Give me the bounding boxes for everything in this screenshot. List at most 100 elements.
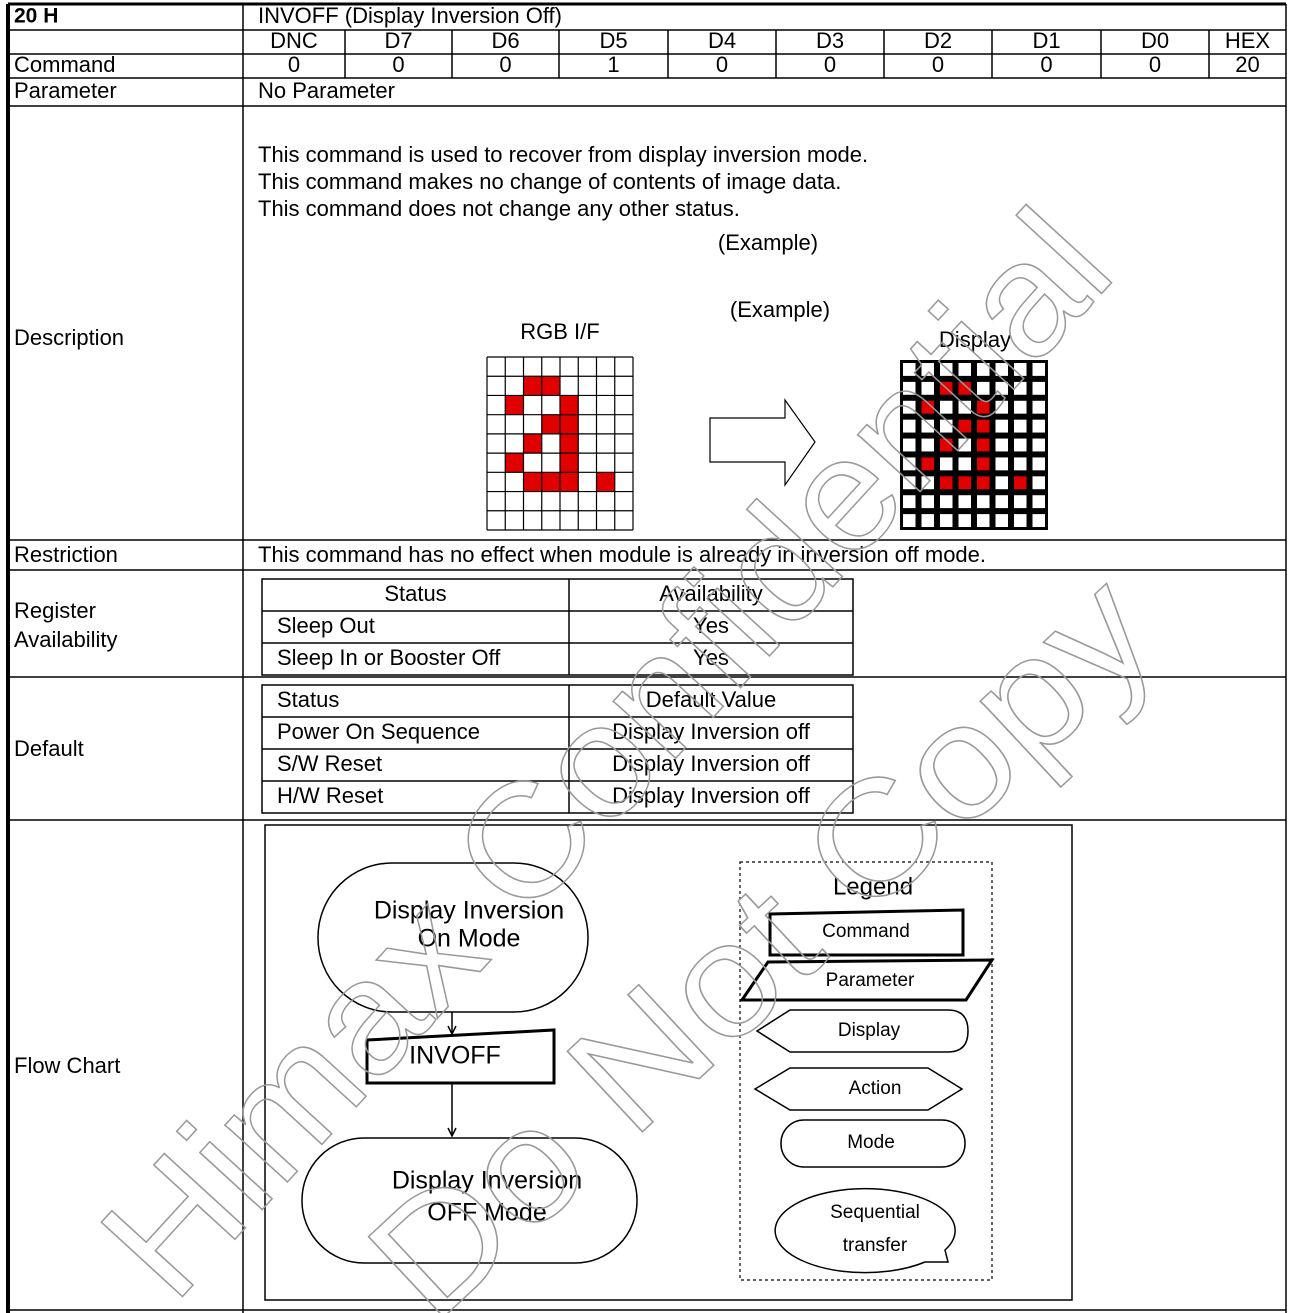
bit-value: 0 bbox=[392, 52, 404, 77]
display-pixel bbox=[940, 419, 953, 433]
display-pixel bbox=[958, 514, 971, 527]
display-pixel bbox=[977, 476, 990, 490]
inner-header: Default Value bbox=[646, 687, 776, 712]
node-text: OFF Mode bbox=[427, 1199, 546, 1227]
legend-item: Parameter bbox=[826, 970, 915, 991]
display-pixel bbox=[1032, 457, 1045, 471]
display-pixel bbox=[921, 457, 934, 471]
display-pixel bbox=[1032, 419, 1045, 433]
display-pixel bbox=[940, 381, 953, 395]
display-pixel bbox=[1032, 514, 1045, 527]
bit-header: D1 bbox=[1032, 28, 1060, 53]
display-pixel bbox=[977, 381, 990, 395]
arrow bbox=[709, 398, 816, 487]
legend-sequential bbox=[774, 1187, 956, 1274]
inner-cell: Power On Sequence bbox=[277, 719, 480, 744]
pixel bbox=[523, 472, 542, 492]
display-pixel bbox=[1014, 381, 1027, 395]
target-label: Display bbox=[939, 327, 1011, 352]
bit-value: 0 bbox=[932, 52, 944, 77]
bit-value: 0 bbox=[288, 52, 300, 77]
row-label: Description bbox=[14, 325, 124, 350]
display-pixel bbox=[995, 381, 1008, 395]
display-pixel bbox=[1014, 495, 1027, 509]
display-pixel bbox=[958, 419, 971, 433]
legend-item: Action bbox=[849, 1078, 902, 1099]
example-label: (Example) bbox=[718, 230, 818, 255]
source-label: RGB I/F bbox=[520, 319, 599, 344]
inner-header: Status bbox=[384, 581, 446, 606]
bit-value: 0 bbox=[1040, 52, 1052, 77]
display-pixel bbox=[977, 363, 990, 376]
display-pixel bbox=[995, 457, 1008, 471]
legend-action bbox=[753, 1067, 964, 1111]
pixel bbox=[523, 433, 542, 454]
description-line: This command makes no change of contents… bbox=[258, 169, 841, 194]
display-pixel bbox=[958, 400, 971, 414]
row-label: Command bbox=[14, 52, 115, 77]
pixel bbox=[541, 376, 560, 396]
legend-mode bbox=[780, 1119, 966, 1168]
bit-value: 0 bbox=[499, 52, 511, 77]
display-pixel bbox=[1014, 514, 1027, 527]
legend-item: Command bbox=[822, 921, 910, 942]
display-pixel bbox=[1014, 476, 1027, 490]
display-pixel bbox=[958, 381, 971, 395]
bit-value: 20 bbox=[1235, 52, 1259, 77]
pixel bbox=[596, 472, 615, 492]
inner-cell: Sleep Out bbox=[277, 613, 375, 638]
pixel bbox=[505, 453, 524, 473]
display-pixel bbox=[940, 514, 953, 527]
arrow-head bbox=[447, 1127, 457, 1138]
bit-value: 0 bbox=[716, 52, 728, 77]
inner-cell: Sleep In or Booster Off bbox=[277, 645, 501, 670]
display-pixel bbox=[1032, 363, 1045, 376]
bit-header: D0 bbox=[1141, 28, 1169, 53]
display-pixel bbox=[958, 438, 971, 452]
display-pixel bbox=[1014, 400, 1027, 414]
display-pixel bbox=[1032, 438, 1045, 452]
legend-item: transfer bbox=[843, 1235, 908, 1256]
row-label: Flow Chart bbox=[14, 1053, 120, 1078]
bit-header: HEX bbox=[1225, 28, 1271, 53]
inner-header: Availability bbox=[659, 581, 763, 606]
inner-cell: H/W Reset bbox=[277, 783, 383, 808]
display-pixel bbox=[903, 363, 916, 376]
display-pixel bbox=[977, 419, 990, 433]
legend-item: Sequential bbox=[830, 1202, 920, 1223]
pixel bbox=[560, 453, 579, 473]
parameter-text: No Parameter bbox=[258, 78, 395, 103]
legend-parameter bbox=[739, 958, 995, 1002]
display-pixel bbox=[995, 476, 1008, 490]
display-pixel bbox=[903, 514, 916, 527]
command-box bbox=[365, 1028, 556, 1085]
bit-header: D3 bbox=[816, 28, 844, 53]
display-pixel bbox=[921, 514, 934, 527]
pixel bbox=[560, 433, 579, 454]
display-pixel bbox=[995, 363, 1008, 376]
terminal bbox=[301, 1137, 638, 1264]
display-pixel bbox=[921, 476, 934, 490]
display-pixel bbox=[921, 495, 934, 509]
display-pixel bbox=[921, 363, 934, 376]
pixel bbox=[560, 395, 579, 415]
display-pixel bbox=[995, 438, 1008, 452]
display-pixel bbox=[940, 457, 953, 471]
flow-frame bbox=[264, 824, 1073, 1301]
legend-item: Display bbox=[838, 1020, 901, 1041]
inner-cell: Display Inversion off bbox=[612, 783, 811, 808]
display-pixel bbox=[940, 400, 953, 414]
display-pixel bbox=[1032, 400, 1045, 414]
display-pixel bbox=[1014, 457, 1027, 471]
display-pixel bbox=[940, 476, 953, 490]
display-pixel bbox=[1014, 363, 1027, 376]
row-label: Restriction bbox=[14, 542, 118, 567]
display-pixel bbox=[903, 457, 916, 471]
legend-command bbox=[768, 908, 965, 957]
legend-item: Mode bbox=[847, 1132, 895, 1153]
display-pixel bbox=[940, 438, 953, 452]
bit-value: 0 bbox=[1149, 52, 1161, 77]
display-pixel bbox=[903, 419, 916, 433]
pixel bbox=[505, 395, 524, 415]
